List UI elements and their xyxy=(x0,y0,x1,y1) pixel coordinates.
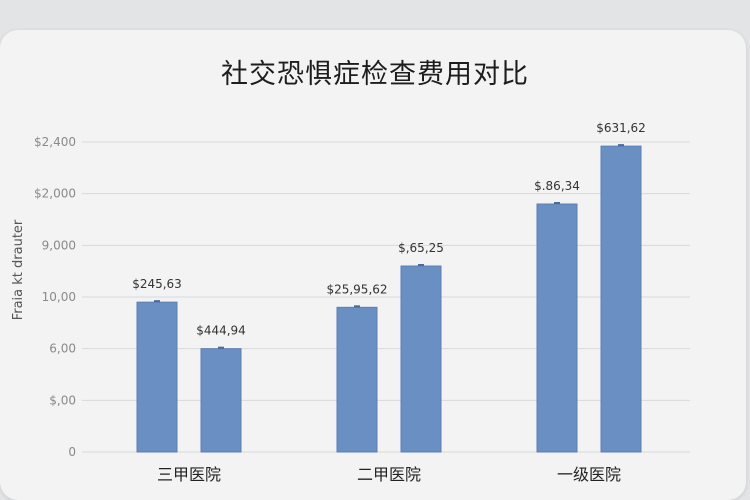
y-tick-label: $2,400 xyxy=(34,135,76,149)
data-label: $444,94 xyxy=(196,324,246,338)
y-tick-label: 10,00 xyxy=(42,290,76,304)
bar xyxy=(400,265,442,453)
bar xyxy=(600,145,642,453)
y-tick-label: 9,000 xyxy=(42,238,76,252)
y-tick-label: 0 xyxy=(68,445,76,459)
x-tick-label: 一级医院 xyxy=(557,465,621,484)
data-label: $.86,34 xyxy=(534,179,580,193)
y-axis-label: Fraia kt drauter xyxy=(11,219,26,320)
bar xyxy=(136,301,178,453)
bar xyxy=(336,306,378,453)
data-label: $631,62 xyxy=(596,121,646,135)
x-tick-label: 二甲医院 xyxy=(357,465,421,484)
x-tick-label: 三甲医院 xyxy=(157,465,221,484)
data-label: $25,95,62 xyxy=(326,282,387,296)
y-tick-label: $,00 xyxy=(49,393,76,407)
y-tick-label: 6,00 xyxy=(49,342,76,356)
bar xyxy=(200,348,242,453)
data-label: $245,63 xyxy=(132,277,182,291)
chart-title: 社交恐惧症检查费用对比 xyxy=(221,59,529,90)
data-label: $,65,25 xyxy=(398,241,444,255)
bar xyxy=(536,203,578,453)
y-tick-label: $2,000 xyxy=(34,187,76,201)
